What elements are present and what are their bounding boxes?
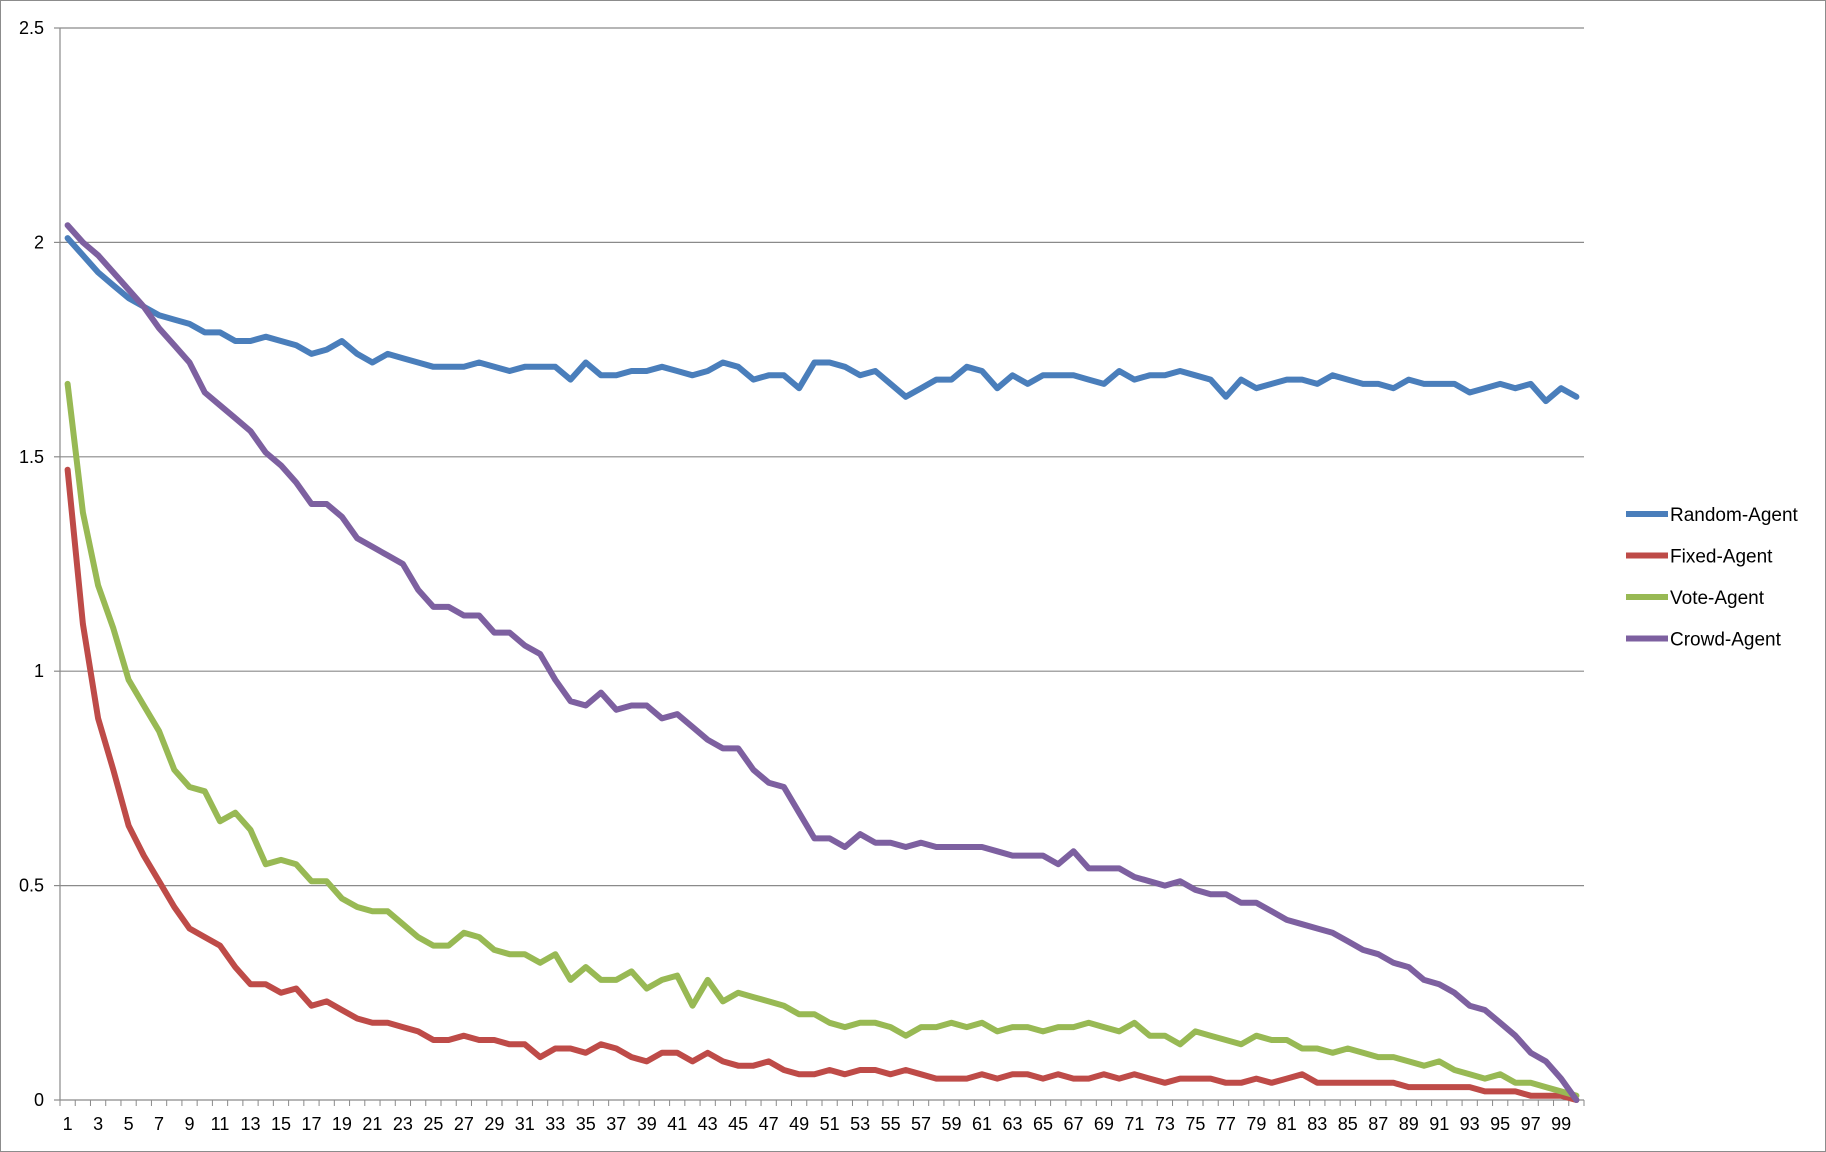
series-line-vote-agent	[64, 380, 1580, 1099]
y-tick-label: 0	[34, 1090, 44, 1110]
x-tick-label: 81	[1277, 1114, 1297, 1134]
legend-label-crowd-agent: Crowd-Agent	[1670, 630, 1782, 651]
y-tick-label: 1.5	[19, 447, 44, 467]
x-tick-label: 67	[1063, 1114, 1083, 1134]
x-tick-label: 5	[124, 1114, 134, 1134]
series-line-random-agent	[64, 235, 1580, 405]
y-tick-label: 0.5	[19, 876, 44, 896]
x-tick-label: 13	[240, 1114, 260, 1134]
x-tick-label: 41	[667, 1114, 687, 1134]
x-tick-label: 97	[1521, 1114, 1541, 1134]
x-tick-label: 9	[185, 1114, 195, 1134]
x-tick-label: 79	[1246, 1114, 1266, 1134]
series-lines	[64, 222, 1580, 1103]
x-tick-label: 51	[820, 1114, 840, 1134]
x-tick-label: 45	[728, 1114, 748, 1134]
x-tick-label: 77	[1216, 1114, 1236, 1134]
x-tick-label: 21	[362, 1114, 382, 1134]
x-tick-label: 1	[63, 1114, 73, 1134]
x-tick-label: 3	[93, 1114, 103, 1134]
x-tick-label: 83	[1307, 1114, 1327, 1134]
x-tick-label: 59	[942, 1114, 962, 1134]
x-tick-label: 53	[850, 1114, 870, 1134]
x-tick-label: 87	[1368, 1114, 1388, 1134]
y-tick-label: 2.5	[19, 18, 44, 38]
x-tick-label: 49	[789, 1114, 809, 1134]
x-tick-label: 73	[1155, 1114, 1175, 1134]
series-line-crowd-agent	[64, 222, 1580, 1103]
legend: Random-Agent Fixed-Agent Vote-Agent Crowd-A…	[1626, 505, 1799, 651]
x-tick-label: 17	[301, 1114, 321, 1134]
x-tick-label: 93	[1460, 1114, 1480, 1134]
y-tick-labels: 0 0.5 1 1.5 2 2.5	[19, 18, 44, 1110]
y-tick-label: 1	[34, 661, 44, 681]
x-tick-label: 55	[881, 1114, 901, 1134]
x-tick-label: 39	[637, 1114, 657, 1134]
gridlines	[60, 27, 1584, 887]
x-tick-label: 47	[759, 1114, 779, 1134]
x-tick-label: 35	[576, 1114, 596, 1134]
x-tick-label: 29	[484, 1114, 504, 1134]
x-tick-label: 31	[515, 1114, 535, 1134]
x-tick-label: 69	[1094, 1114, 1114, 1134]
x-tick-labels: 1 3 5 7 9 11 13 15 17 19 21 23 25 27 29 31 33 35 37 39 41 43 4…	[63, 1114, 1572, 1134]
x-tick-label: 63	[1002, 1114, 1022, 1134]
legend-label-random-agent: Random-Agent	[1670, 505, 1799, 526]
x-tick-label: 99	[1551, 1114, 1571, 1134]
x-tick-label: 11	[211, 1114, 230, 1134]
x-tick-label: 23	[393, 1114, 413, 1134]
x-tick-label: 61	[972, 1114, 992, 1134]
x-tick-label: 95	[1490, 1114, 1510, 1134]
x-tick-label: 25	[423, 1114, 443, 1134]
x-tick-label: 57	[911, 1114, 931, 1134]
legend-label-fixed-agent: Fixed-Agent	[1670, 547, 1773, 568]
legend-label-vote-agent: Vote-Agent	[1670, 588, 1765, 609]
axes	[54, 27, 1585, 1106]
x-tick-label: 65	[1033, 1114, 1053, 1134]
x-tick-label: 37	[606, 1114, 626, 1134]
series-line-fixed-agent	[64, 466, 1580, 1103]
x-tick-label: 89	[1399, 1114, 1419, 1134]
x-tick-label: 19	[332, 1114, 352, 1134]
x-tick-label: 85	[1338, 1114, 1358, 1134]
x-tick-label: 33	[545, 1114, 565, 1134]
x-tick-label: 27	[454, 1114, 474, 1134]
x-tick-label: 75	[1185, 1114, 1205, 1134]
x-tick-label: 7	[154, 1114, 164, 1134]
x-tick-label: 71	[1124, 1114, 1144, 1134]
x-tick-label: 15	[271, 1114, 291, 1134]
x-tick-label: 43	[698, 1114, 718, 1134]
y-tick-label: 2	[34, 232, 44, 252]
x-tick-label: 91	[1429, 1114, 1449, 1134]
